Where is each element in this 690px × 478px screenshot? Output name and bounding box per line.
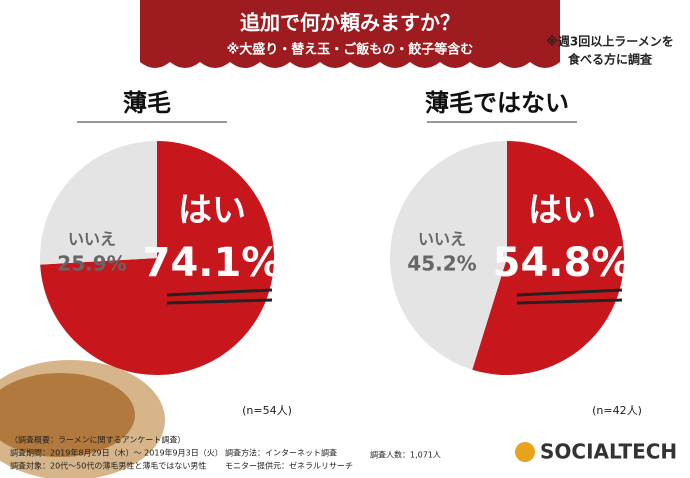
footer-item: 調査人数：1,071人 [370,450,441,460]
banner [140,0,560,68]
value-label: 54.8% [493,240,632,286]
ramen-photo [0,373,135,457]
sample-size: (n=42人) [592,404,642,417]
value-label: 74.1% [143,240,282,286]
value-label: 45.2% [407,252,476,276]
value-label: 25.9% [57,252,126,276]
slice-label: いいえ [418,230,466,249]
logo-icon [515,442,535,462]
slice-label: はい [528,191,596,231]
chopstick [166,298,273,305]
note: 食べる方に調査 [567,52,653,67]
slice-label: いいえ [68,230,116,249]
pie-slice [39,141,157,265]
title: 追加で何か頼みますか？ [240,11,460,35]
chopstick [516,298,623,305]
footer-item: 調査方法：インターネット調査 [225,448,337,458]
chart-title: 薄毛 [123,89,171,117]
pie-slice [40,141,275,376]
chopstick [516,288,623,297]
footer-item: モニター提供元：ゼネラルリサーチ [225,461,353,471]
footer-item: 調査対象：20代～50代の薄毛男性と薄毛ではない男性 [10,461,206,471]
pie-slice [389,141,507,370]
chart-title: 薄毛ではない [425,89,569,117]
logo: SOCIALTECH [540,440,677,464]
chopstick [166,288,273,297]
note: ※週3回以上ラーメンを [546,34,674,49]
subtitle: ※大盛り・替え玉・ご飯もの・餃子等含む [227,42,474,58]
slice-label: はい [178,191,246,231]
footer-item: （調査概要：ラーメンに関するアンケート調査） [10,435,185,445]
footer-item: 調査期間：2019年8月29日（木）～ 2019年9月3日（火） [10,448,223,458]
pie-slice [472,141,624,375]
sample-size: (n=54人) [242,404,292,417]
